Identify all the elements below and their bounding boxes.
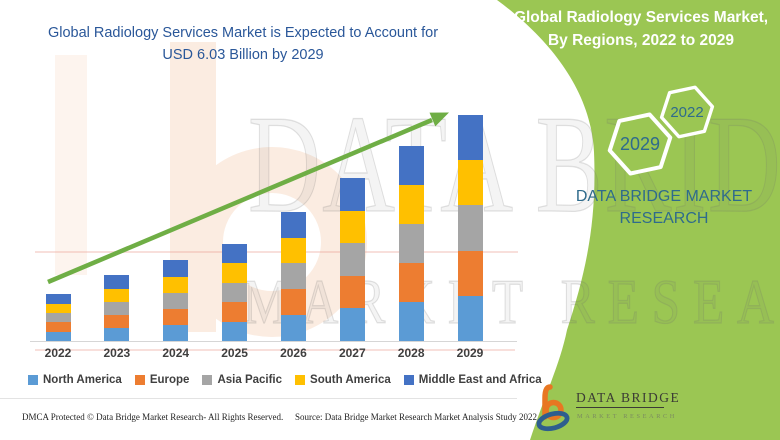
bar-segment-north-america-2029 — [457, 295, 483, 341]
bar-segment-europe-2025 — [222, 302, 248, 322]
bar-segment-south-america-2029 — [457, 160, 483, 206]
bar-segment-south-america-2024 — [163, 276, 189, 293]
bar-segment-south-america-2028 — [398, 185, 424, 224]
bar-segment-north-america-2027 — [339, 308, 365, 341]
legend-label: Asia Pacific — [217, 374, 283, 386]
x-axis-label-2024: 2024 — [162, 346, 190, 360]
banner-title-line1: Global Radiology Services Market, — [513, 9, 769, 26]
x-axis-label-2026: 2026 — [280, 346, 307, 360]
bar-segment-europe-2023 — [104, 314, 130, 328]
legend-label: Europe — [149, 374, 190, 386]
bar-segment-north-america-2024 — [163, 324, 189, 341]
legend-item-south-america: South America — [295, 374, 391, 386]
legend-swatch-icon — [403, 375, 414, 385]
bar-segment-europe-2028 — [398, 263, 424, 302]
x-axis-label-2029: 2029 — [456, 346, 484, 360]
bar-segment-middle-east-and-africa-2025 — [222, 243, 248, 263]
bar-segment-north-america-2028 — [398, 302, 424, 341]
background-watermark-line — [35, 349, 515, 351]
chart-legend: North America Europe Asia Pacific South Ame… — [28, 374, 542, 386]
bar-segment-asia-pacific-2022 — [45, 312, 71, 323]
bar-segment-south-america-2023 — [104, 288, 130, 302]
x-axis-label-2023: 2023 — [103, 346, 131, 360]
brand-wordmark-line1: DATA BRIDGE MARKET — [575, 188, 753, 205]
bar-segment-asia-pacific-2026 — [280, 263, 306, 290]
bar-segment-europe-2029 — [457, 250, 483, 296]
bar-segment-middle-east-and-africa-2029 — [457, 114, 483, 161]
legend-item-middle-east-and-africa: Middle East and Africa — [403, 374, 542, 386]
chart-title-line2: USD 6.03 Billion by 2029 — [162, 47, 324, 63]
bar-segment-europe-2027 — [339, 275, 365, 309]
bar-segment-asia-pacific-2024 — [163, 292, 189, 309]
bar-segment-north-america-2023 — [104, 327, 130, 341]
bar-segment-asia-pacific-2028 — [398, 224, 424, 263]
legend-item-asia-pacific: Asia Pacific — [202, 374, 282, 386]
chart-title: Global Radiology Services Market is Expe… — [25, 22, 461, 66]
bar-segment-europe-2024 — [163, 308, 189, 325]
legend-item-north-america: North America — [28, 374, 122, 386]
bar-segment-middle-east-and-africa-2024 — [163, 260, 189, 277]
legend-swatch-icon — [202, 375, 213, 385]
bar-segment-south-america-2026 — [280, 237, 306, 264]
legend-swatch-icon — [295, 375, 306, 385]
legend-label: North America — [43, 374, 122, 386]
bar-segment-asia-pacific-2027 — [339, 243, 365, 276]
brand-wordmark-line2: RESEARCH — [619, 210, 709, 227]
legend-swatch-icon — [134, 375, 145, 385]
footer-divider — [0, 398, 517, 399]
bar-segment-europe-2026 — [280, 289, 306, 316]
bar-segment-middle-east-and-africa-2023 — [104, 275, 130, 289]
x-axis-label-2027: 2027 — [338, 346, 366, 360]
source-note: Source: Data Bridge Market Research Mark… — [295, 412, 537, 422]
legend-swatch-icon — [28, 375, 38, 385]
x-axis-label-2022: 2022 — [44, 346, 72, 360]
x-axis-label-2028: 2028 — [397, 346, 425, 360]
bar-segment-north-america-2025 — [222, 321, 248, 341]
bar-segment-asia-pacific-2023 — [104, 301, 130, 315]
dmca-notice: DMCA Protected © Data Bridge Market Rese… — [22, 412, 284, 422]
legend-label: Middle East and Africa — [418, 374, 542, 386]
bar-segment-europe-2022 — [45, 322, 71, 332]
x-axis-line — [30, 341, 517, 342]
stacked-bar-chart: 2022 2023 2024 2025 2026 2027 2028 2029 — [30, 100, 518, 360]
bar-segment-middle-east-and-africa-2028 — [398, 146, 424, 185]
bar-segment-asia-pacific-2025 — [222, 282, 248, 302]
banner-title: Global Radiology Services Market, By Reg… — [505, 6, 777, 52]
bar-segment-north-america-2026 — [280, 315, 306, 341]
chart-title-line1: Global Radiology Services Market is Expe… — [47, 25, 439, 41]
legend-label: South America — [310, 374, 391, 386]
brand-wordmark: DATA BRIDGE MARKET RESEARCH — [545, 186, 780, 230]
x-axis-label-2025: 2025 — [221, 346, 248, 360]
bar-segment-asia-pacific-2029 — [457, 205, 483, 251]
bar-segment-middle-east-and-africa-2027 — [339, 177, 365, 211]
bar-segment-middle-east-and-africa-2022 — [45, 294, 71, 304]
bar-segment-north-america-2022 — [45, 331, 71, 341]
banner-title-line2: By Regions, 2022 to 2029 — [547, 32, 735, 49]
bar-segment-south-america-2025 — [222, 263, 248, 283]
legend-item-europe: Europe — [134, 374, 190, 386]
bar-segment-middle-east-and-africa-2026 — [280, 211, 306, 238]
bar-segment-south-america-2022 — [45, 303, 71, 313]
bar-segment-south-america-2027 — [339, 210, 365, 244]
